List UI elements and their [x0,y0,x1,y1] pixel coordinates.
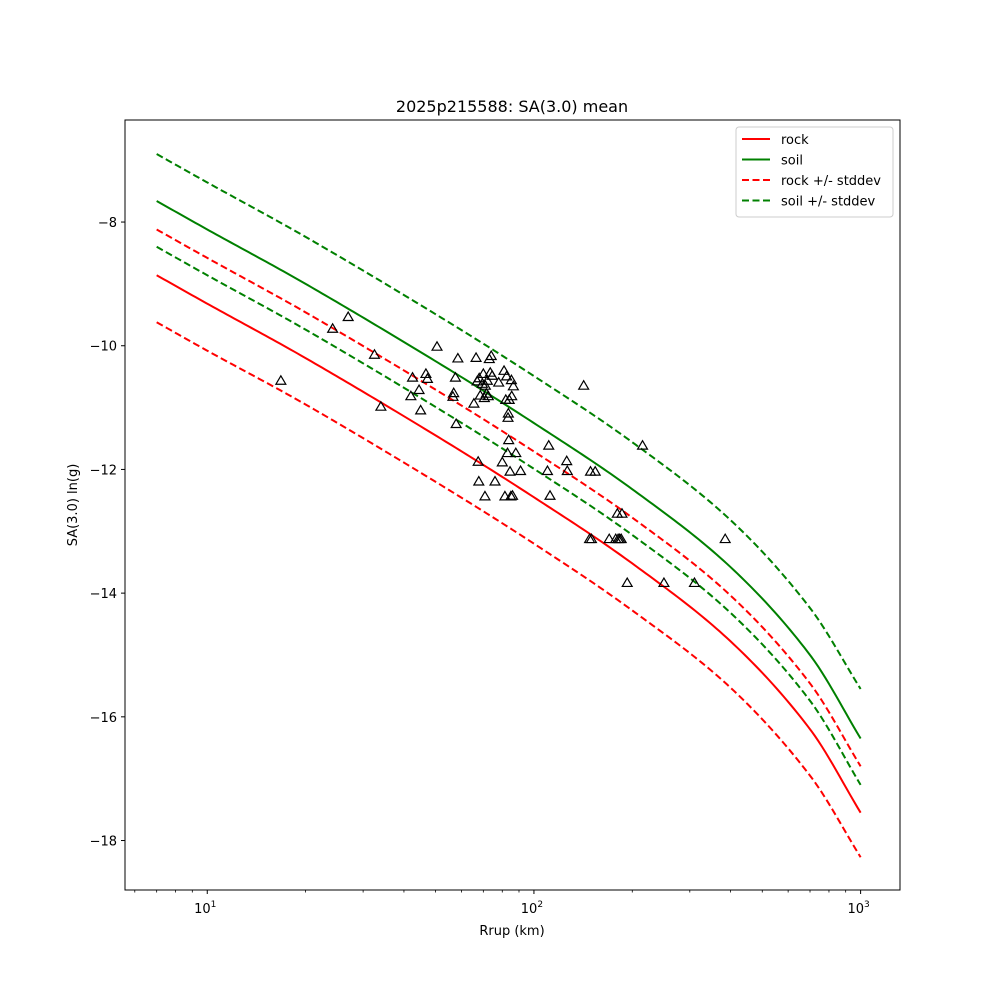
observation-point [472,475,485,486]
legend-label: soil [781,154,803,169]
observation-point [603,532,616,544]
observation-point [413,383,426,395]
y-tick-label: −14 [90,587,117,602]
legend-box [735,126,894,218]
observation-point [514,464,527,476]
observation-point [476,377,489,388]
observation-point [585,532,598,544]
observation-point [657,576,670,588]
observation-point [501,446,514,458]
y-axis-label: SA(3.0) ln(g) [66,464,81,547]
observation-point [477,367,490,379]
series-line-band-3 [156,321,862,858]
legend-label: soil +/- stddev [781,195,876,210]
observation-point [509,446,522,458]
chart-title: 2025p215588: SA(3.0) mean [396,97,628,116]
observation-point [506,489,519,500]
x-axis-label: Rrup (km) [479,924,544,939]
observation-point [636,439,649,450]
observation-point [498,490,511,501]
observation-point [479,379,492,390]
observation-point [467,397,480,408]
observation-point [470,351,483,362]
series-line-band-5 [156,245,862,786]
plot-area [156,153,862,858]
observation-point [544,489,556,500]
observation-point [431,340,443,351]
observation-point [492,376,505,387]
observation-point [498,364,511,375]
observation-point [541,464,554,476]
observation-point [615,507,628,518]
plot-frame [124,119,901,891]
observation-point [504,490,517,501]
observation-point [478,490,491,501]
observation-point [447,386,460,398]
observation-point [502,407,515,418]
observation-point [404,390,417,401]
observation-point [560,455,573,466]
y-tick-label: −18 [90,835,117,850]
observation-point [561,464,574,476]
y-tick-label: −8 [98,216,117,231]
observation-point [414,404,427,415]
observation-point [451,352,464,363]
observation-point [406,371,419,382]
y-tick-label: −12 [90,463,117,478]
observation-point [485,349,498,361]
y-tick-label: −16 [90,711,117,726]
observation-point [542,439,555,450]
observation-point [688,576,701,588]
observation-point [326,322,339,333]
legend-label: rock +/- stddev [781,174,881,189]
observation-point [342,310,355,322]
series-line-rock [156,274,862,814]
observation-point [450,417,463,429]
observation-point [505,390,518,401]
observation-point [481,374,494,385]
observation-point [421,372,434,383]
observation-point [368,348,381,359]
observation-point [502,433,515,445]
observation-point [507,380,520,391]
observation-point [589,465,602,476]
observation-point [504,465,517,476]
observation-point [486,369,499,380]
observation-point [496,456,509,467]
observation-point [274,374,287,385]
y-tick-label: −10 [90,340,117,355]
observation-point [374,400,387,411]
observation-point [489,475,501,486]
observation-point [615,532,628,544]
observation-point [719,532,732,544]
observation-point [482,390,495,401]
series-line-soil [156,200,862,739]
series-line-soil-stddev [156,153,862,690]
legend: rock soil rock +/- stddev soil +/- stddev [735,126,894,218]
observation-point [449,371,462,382]
legend-label: rock [781,133,809,148]
observation-point [472,455,485,466]
series-line-rock-stddev [156,228,862,767]
observation-point [621,576,634,588]
observation-point [500,370,513,381]
observation-point [577,379,590,390]
